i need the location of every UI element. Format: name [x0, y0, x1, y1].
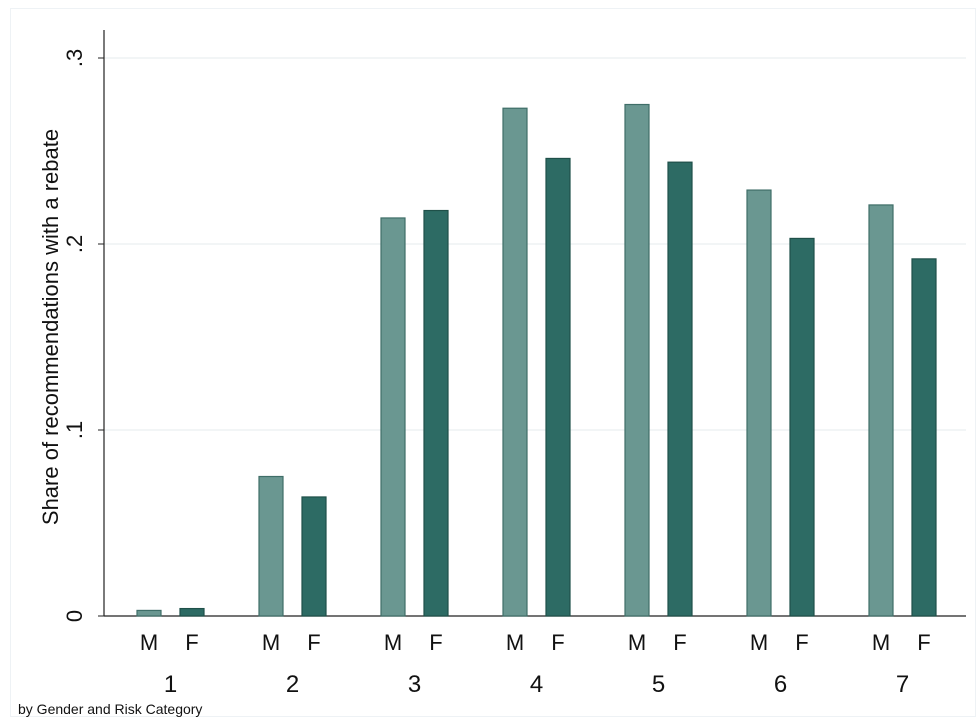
- y-tick-label: .3: [62, 49, 87, 67]
- subgroup-label: M: [628, 630, 646, 655]
- bar-f-category-4: [545, 157, 571, 617]
- y-tick-label: .1: [62, 421, 87, 439]
- bar-f-category-7: [911, 258, 937, 617]
- category-label: 1: [164, 671, 177, 698]
- bar-m-category-6: [746, 189, 772, 617]
- category-label: 5: [652, 671, 665, 698]
- subgroup-label: M: [872, 630, 890, 655]
- chart-note: by Gender and Risk Category: [18, 701, 203, 717]
- bar-m-category-2: [258, 475, 284, 617]
- subgroup-label: M: [262, 630, 280, 655]
- bar-f-category-2: [301, 496, 327, 617]
- subgroup-label: M: [506, 630, 524, 655]
- subgroup-label: F: [795, 630, 808, 655]
- bar-f-category-3: [423, 209, 449, 617]
- category-label: 3: [408, 671, 421, 698]
- subgroup-label: M: [750, 630, 768, 655]
- bar-m-category-1: [136, 609, 162, 617]
- y-axis-label: Share of recommendations with a rebate: [38, 129, 63, 525]
- bar-f-category-1: [179, 607, 205, 617]
- chart-frame: [10, 8, 976, 717]
- category-label: 6: [774, 671, 787, 698]
- bar-m-category-7: [868, 204, 894, 617]
- subgroup-label: M: [140, 630, 158, 655]
- bar-f-category-5: [667, 161, 693, 617]
- subgroup-label: F: [673, 630, 686, 655]
- category-label: 4: [530, 671, 543, 698]
- bar-f-category-6: [789, 237, 815, 617]
- subgroup-label: M: [384, 630, 402, 655]
- subgroup-label: F: [429, 630, 442, 655]
- category-label: 2: [286, 671, 299, 698]
- y-tick-label: 0: [62, 610, 87, 622]
- subgroup-label: F: [185, 630, 198, 655]
- bar-m-category-4: [502, 107, 528, 617]
- y-tick-label: .2: [62, 235, 87, 253]
- bar-m-category-5: [624, 103, 650, 617]
- subgroup-label: F: [307, 630, 320, 655]
- bar-m-category-3: [380, 217, 406, 617]
- subgroup-label: F: [551, 630, 564, 655]
- subgroup-label: F: [917, 630, 930, 655]
- category-label: 7: [896, 671, 909, 698]
